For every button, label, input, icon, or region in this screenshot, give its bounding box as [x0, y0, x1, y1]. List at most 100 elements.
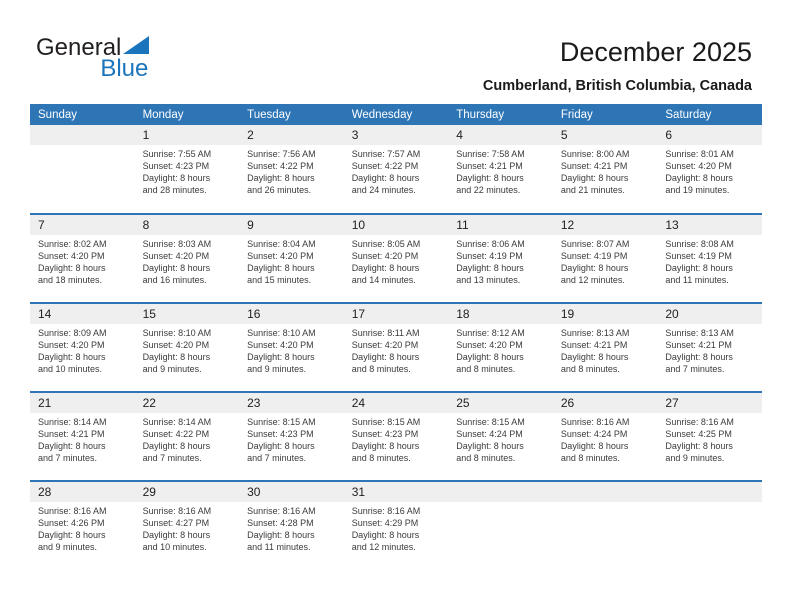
date-number: 15 — [134, 304, 240, 324]
day-cell: 17 Sunrise: 8:11 AM Sunset: 4:20 PM Dayligh… — [343, 302, 449, 392]
sunrise-text: Sunrise: 8:16 AM — [665, 417, 734, 427]
day-cell: 2 Sunrise: 7:56 AM Sunset: 4:22 PM Daylight… — [239, 125, 344, 214]
sunset-text: Sunset: 4:20 PM — [142, 251, 210, 261]
sunset-text: Sunset: 4:27 PM — [142, 518, 210, 528]
weekday-header-wednesday: Wednesday — [343, 104, 449, 125]
daylight-text-line1: Daylight: 8 hours — [38, 530, 106, 540]
daylight-text-line1: Daylight: 8 hours — [247, 441, 315, 451]
day-details: Sunrise: 7:58 AM Sunset: 4:21 PM Daylight:… — [448, 145, 553, 196]
daylight-text-line2: and 9 minutes. — [665, 453, 725, 463]
daylight-text-line1: Daylight: 8 hours — [456, 352, 524, 362]
date-number — [657, 482, 762, 502]
daylight-text-line2: and 21 minutes. — [560, 185, 625, 195]
date-number: 24 — [343, 393, 449, 413]
day-details: Sunrise: 8:08 AM Sunset: 4:19 PM Daylight:… — [657, 235, 762, 286]
empty-day-cell — [30, 125, 135, 214]
sunrise-text: Sunrise: 8:10 AM — [247, 328, 316, 338]
daylight-text-line2: and 24 minutes. — [351, 185, 416, 195]
sunrise-text: Sunrise: 7:58 AM — [456, 149, 525, 159]
daylight-text-line1: Daylight: 8 hours — [38, 441, 106, 451]
day-cell: 16 Sunrise: 8:10 AM Sunset: 4:20 PM Dayligh… — [239, 302, 344, 392]
sunset-text: Sunset: 4:20 PM — [142, 340, 210, 350]
daylight-text-line2: and 28 minutes. — [142, 185, 207, 195]
sunrise-text: Sunrise: 8:06 AM — [456, 239, 525, 249]
empty-day-cell — [657, 480, 762, 570]
sunrise-text: Sunrise: 8:16 AM — [247, 506, 316, 516]
weekday-header-row: Sunday Monday Tuesday Wednesday Thursday… — [30, 104, 762, 125]
sunset-text: Sunset: 4:21 PM — [456, 161, 523, 171]
sunrise-text: Sunrise: 8:16 AM — [351, 506, 421, 516]
day-cell: 28 Sunrise: 8:16 AM Sunset: 4:26 PM Dayligh… — [30, 480, 135, 570]
weekday-header-friday: Friday — [552, 104, 658, 125]
day-details: Sunrise: 8:01 AM Sunset: 4:20 PM Daylight:… — [657, 145, 762, 196]
day-cell: 30 Sunrise: 8:16 AM Sunset: 4:28 PM Dayligh… — [239, 480, 344, 570]
sunset-text: Sunset: 4:19 PM — [456, 251, 523, 261]
sunset-text: Sunset: 4:25 PM — [665, 429, 732, 439]
daylight-text-line1: Daylight: 8 hours — [142, 441, 211, 451]
date-number: 2 — [239, 125, 344, 145]
sunset-text: Sunset: 4:24 PM — [456, 429, 523, 439]
daylight-text-line2: and 8 minutes. — [456, 364, 516, 374]
sunrise-text: Sunrise: 8:16 AM — [38, 506, 107, 516]
date-number: 31 — [343, 482, 449, 502]
date-number: 8 — [134, 215, 240, 235]
day-cell: 10 Sunrise: 8:05 AM Sunset: 4:20 PM Dayligh… — [343, 213, 449, 303]
day-cell: 21 Sunrise: 8:14 AM Sunset: 4:21 PM Dayligh… — [30, 391, 135, 481]
sunset-text: Sunset: 4:20 PM — [38, 340, 105, 350]
sunset-text: Sunset: 4:20 PM — [247, 340, 314, 350]
sunrise-text: Sunrise: 8:08 AM — [665, 239, 734, 249]
empty-day-cell — [448, 480, 553, 570]
daylight-text-line2: and 8 minutes. — [560, 453, 620, 463]
sunrise-text: Sunrise: 8:16 AM — [142, 506, 212, 516]
sunset-text: Sunset: 4:29 PM — [351, 518, 419, 528]
day-cell: 12 Sunrise: 8:07 AM Sunset: 4:19 PM Dayligh… — [552, 213, 658, 303]
day-details: Sunrise: 8:06 AM Sunset: 4:19 PM Daylight:… — [448, 235, 553, 286]
sunset-text: Sunset: 4:22 PM — [247, 161, 314, 171]
sunrise-text: Sunrise: 8:15 AM — [247, 417, 316, 427]
daylight-text-line2: and 22 minutes. — [456, 185, 521, 195]
sunset-text: Sunset: 4:22 PM — [142, 429, 210, 439]
calendar-table: Sunday Monday Tuesday Wednesday Thursday… — [30, 104, 762, 570]
day-details: Sunrise: 8:15 AM Sunset: 4:24 PM Daylight:… — [448, 413, 553, 464]
sunrise-text: Sunrise: 8:14 AM — [38, 417, 107, 427]
sunset-text: Sunset: 4:19 PM — [560, 251, 628, 261]
weekday-header-thursday: Thursday — [448, 104, 553, 125]
weekday-header-tuesday: Tuesday — [239, 104, 344, 125]
week-row: 1 Sunrise: 7:55 AM Sunset: 4:23 PM Daylight… — [30, 125, 762, 214]
date-number: 20 — [657, 304, 762, 324]
sunset-text: Sunset: 4:24 PM — [560, 429, 628, 439]
sunrise-text: Sunrise: 8:09 AM — [38, 328, 107, 338]
date-number: 5 — [552, 125, 658, 145]
daylight-text-line2: and 8 minutes. — [560, 364, 620, 374]
day-cell: 7 Sunrise: 8:02 AM Sunset: 4:20 PM Daylight… — [30, 213, 135, 303]
daylight-text-line1: Daylight: 8 hours — [142, 173, 211, 183]
sunset-text: Sunset: 4:23 PM — [142, 161, 210, 171]
sunset-text: Sunset: 4:21 PM — [665, 340, 732, 350]
day-cell: 24 Sunrise: 8:15 AM Sunset: 4:23 PM Dayligh… — [343, 391, 449, 481]
sunrise-text: Sunrise: 8:13 AM — [560, 328, 630, 338]
sunrise-text: Sunrise: 7:56 AM — [247, 149, 316, 159]
day-details: Sunrise: 8:12 AM Sunset: 4:20 PM Daylight:… — [448, 324, 553, 375]
sunrise-text: Sunrise: 8:04 AM — [247, 239, 316, 249]
week-row: 7 Sunrise: 8:02 AM Sunset: 4:20 PM Daylight… — [30, 213, 762, 303]
logo-text-blue: Blue — [100, 55, 149, 82]
sunset-text: Sunset: 4:21 PM — [38, 429, 105, 439]
day-cell: 14 Sunrise: 8:09 AM Sunset: 4:20 PM Dayligh… — [30, 302, 135, 392]
daylight-text-line1: Daylight: 8 hours — [247, 263, 315, 273]
daylight-text-line1: Daylight: 8 hours — [351, 441, 420, 451]
day-details: Sunrise: 8:09 AM Sunset: 4:20 PM Daylight:… — [30, 324, 135, 375]
day-cell: 23 Sunrise: 8:15 AM Sunset: 4:23 PM Dayligh… — [239, 391, 344, 481]
sunset-text: Sunset: 4:21 PM — [560, 161, 628, 171]
date-number: 18 — [448, 304, 553, 324]
day-cell: 11 Sunrise: 8:06 AM Sunset: 4:19 PM Dayligh… — [448, 213, 553, 303]
daylight-text-line2: and 9 minutes. — [247, 364, 307, 374]
daylight-text-line2: and 7 minutes. — [142, 453, 202, 463]
day-details: Sunrise: 8:02 AM Sunset: 4:20 PM Daylight:… — [30, 235, 135, 286]
daylight-text-line1: Daylight: 8 hours — [247, 530, 315, 540]
daylight-text-line1: Daylight: 8 hours — [456, 441, 524, 451]
day-details: Sunrise: 7:57 AM Sunset: 4:22 PM Daylight:… — [344, 145, 449, 196]
date-number: 9 — [239, 215, 344, 235]
daylight-text-line1: Daylight: 8 hours — [560, 173, 629, 183]
daylight-text-line2: and 7 minutes. — [38, 453, 98, 463]
daylight-text-line2: and 11 minutes. — [247, 542, 311, 552]
